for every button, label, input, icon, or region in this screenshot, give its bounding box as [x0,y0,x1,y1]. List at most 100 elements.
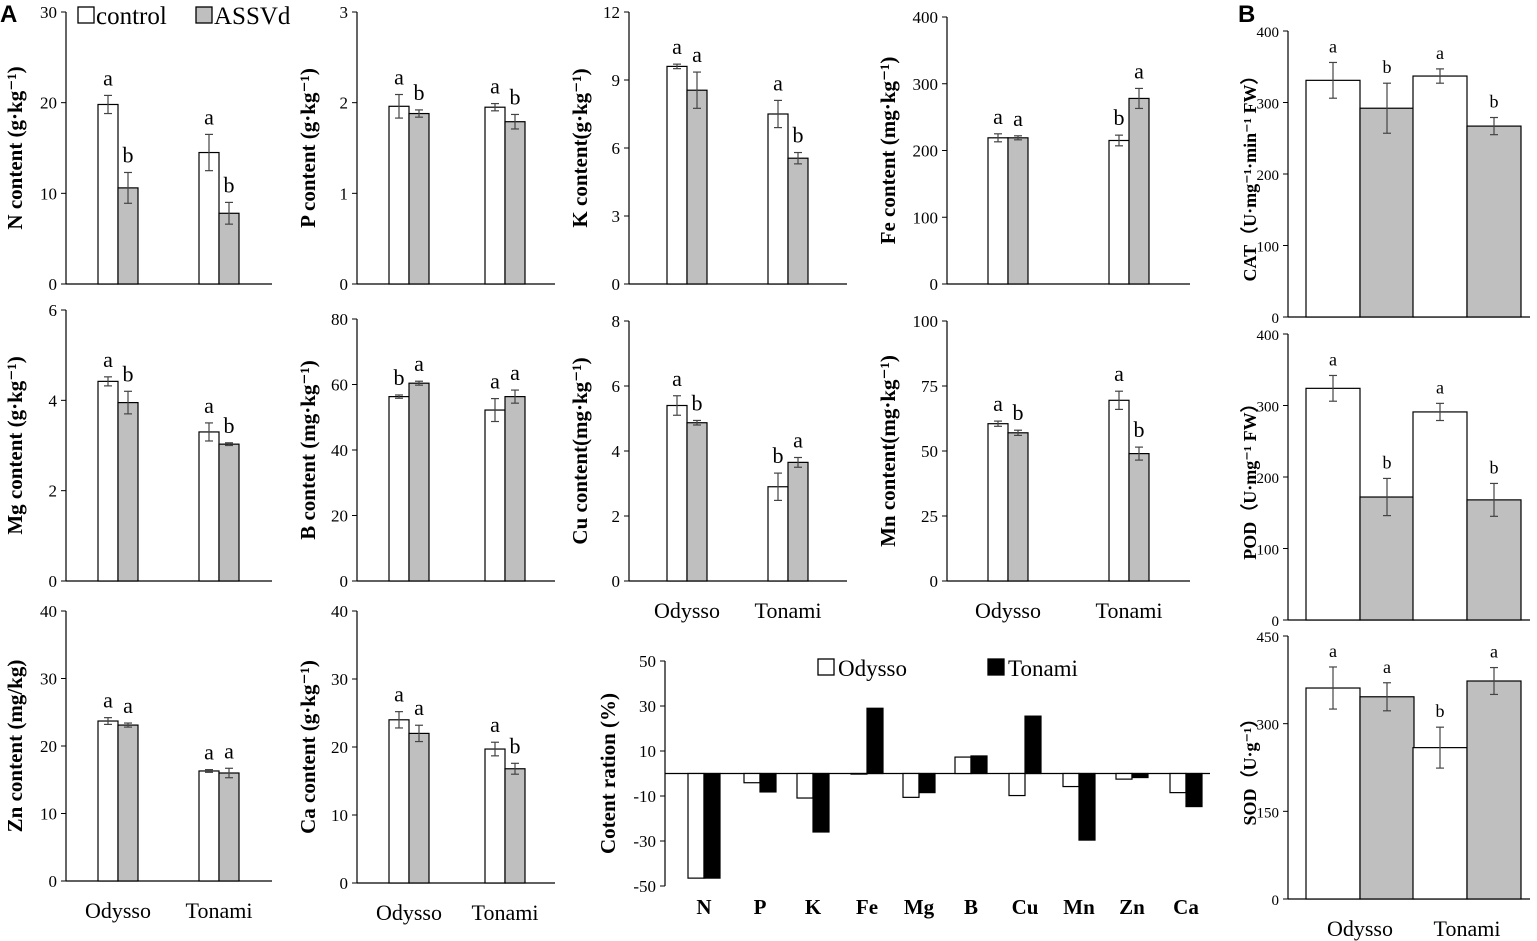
y-tick-label: 300 [913,75,939,94]
chart-pod: 0 100 200 300 400 POD（U·mg⁻¹ FW） a b a b [1240,328,1530,630]
bar-tonami-p [759,772,777,793]
y-tick-label: 50 [639,652,656,671]
bar-control-tonami [1108,139,1130,285]
bar-assvd-odysso [408,732,430,884]
x-tick-label: Odysso [85,898,151,923]
bar-odysso-ca [1169,772,1187,794]
y-tick-label: -10 [633,787,656,806]
y-tick-label: 20 [331,738,348,757]
bar-tonami-mn [1078,772,1096,841]
y-tick-label: 0 [49,872,58,891]
y-tick-label: 12 [603,3,620,22]
panel-label-a: A [0,1,17,28]
bar-control-odysso [97,103,119,285]
y-tick-label: 100 [913,208,939,227]
significance-letter: a [204,393,214,418]
bar-assvd-odysso [1007,137,1029,285]
bar-control-odysso [388,396,410,582]
y-tick-label: 60 [331,376,348,395]
significance-letter: a [1383,657,1391,677]
bar-tonami-zn [1131,772,1149,779]
bar-assvd-tonami [787,157,809,285]
significance-letter: a [204,740,214,765]
significance-letter: a [773,70,783,95]
y-tick-label: 80 [331,310,348,329]
significance-letter: a [103,347,113,372]
legend-control-swatch [77,6,95,24]
y-tick-label: 0 [1272,893,1280,909]
bar-assvd-tonami [1466,680,1522,900]
legend-assvd-label: ASSVd [214,3,291,30]
bar-control-odysso [987,423,1009,582]
y-tick-label: 0 [1272,311,1280,327]
y-tick-label: 200 [913,142,939,161]
x-tick-label: Zn [1119,895,1145,919]
bar-assvd-odysso [408,112,430,285]
significance-letter: a [394,65,404,90]
significance-letter: b [773,443,784,468]
y-tick-label: 400 [1257,328,1280,344]
bar-control-odysso [388,719,410,884]
x-tick-label: Mg [904,895,935,919]
significance-letter: a [692,42,702,67]
significance-letter: a [103,688,113,713]
bar-control-odysso [666,404,688,582]
significance-letter: b [394,365,405,390]
y-axis-label: Fe content (mg·kg⁻¹) [876,57,900,245]
bar-assvd-tonami [218,443,240,582]
significance-letter: a [224,738,234,763]
significance-letter: a [993,391,1003,416]
significance-letter: a [793,428,803,453]
y-tick-label: 10 [40,805,57,824]
bar-assvd-tonami [1128,453,1150,582]
significance-letter: b [510,84,521,109]
bar-odysso-p [743,772,761,784]
significance-letter: a [414,695,424,720]
y-tick-label: 20 [331,507,348,526]
bar-tonami-n [703,772,721,879]
significance-letter: a [103,65,113,90]
bar-control-odysso [97,720,119,882]
significance-letter: a [123,693,133,718]
bar-control-tonami [1412,75,1468,318]
panel-label-b: B [1238,1,1255,28]
significance-letter: b [224,172,235,197]
y-tick-label: 10 [639,742,656,761]
y-tick-label: 20 [40,94,57,113]
significance-letter: a [414,351,424,376]
significance-letter: b [510,733,521,758]
x-tick-label: N [696,895,711,919]
significance-letter: b [414,80,425,105]
legend-tonami-swatch [987,658,1005,676]
bar-control-tonami [484,748,506,884]
bar-assvd-odysso [408,382,430,582]
y-tick-label: 3 [340,3,349,22]
bar-tonami-ca [1185,772,1203,808]
y-tick-label: 30 [639,697,656,716]
y-tick-label: 6 [49,301,58,320]
significance-letter: b [1013,400,1024,425]
y-tick-label: 1 [340,184,349,203]
x-tick-label: K [805,895,822,919]
chart-ratio: -50 -30 -10 10 30 50 Cotent ration (%) N P K Fe Mg B… [596,652,1210,919]
bar-control-tonami [198,151,220,285]
bar-tonami-cu [1024,715,1042,775]
x-tick-label: Tonami [472,900,539,925]
bar-control-tonami [1412,747,1468,900]
y-axis-label: CAT（U·mg⁻¹·min⁻¹ FW） [1240,67,1260,282]
y-tick-label: 10 [40,184,57,203]
y-tick-label: 0 [340,874,349,893]
y-tick-label: 400 [913,8,939,27]
x-tick-label: Cu [1012,895,1039,919]
bar-control-tonami [767,113,789,285]
bar-assvd-odysso [1359,696,1415,900]
legend-control-label: control [96,3,167,30]
x-tick-label: P [754,895,767,919]
y-tick-label: 50 [921,442,938,461]
legend-odysso-swatch [817,658,835,676]
